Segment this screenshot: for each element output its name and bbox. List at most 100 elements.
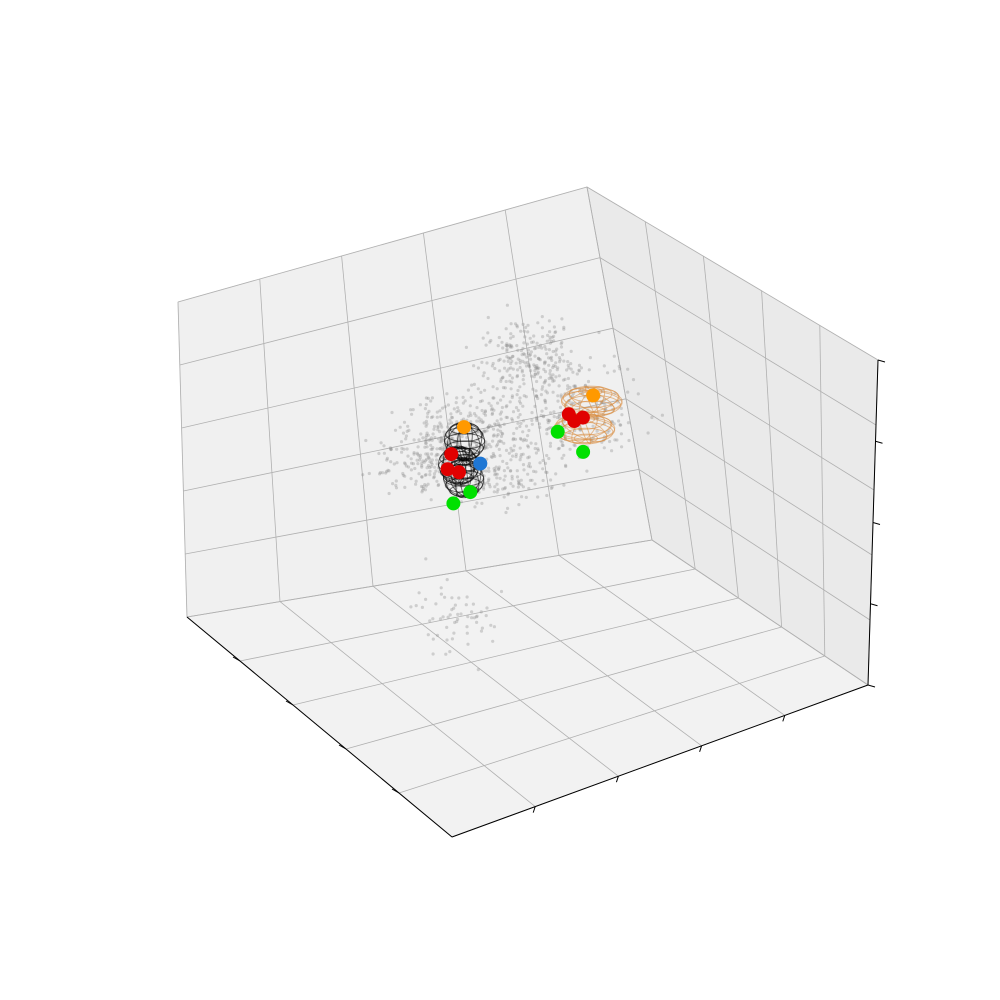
cloud-point (553, 330, 557, 335)
cloud-point (401, 473, 405, 477)
grid-line (239, 568, 696, 662)
cloud-point (489, 338, 493, 343)
cloud-point (536, 321, 540, 325)
cloud-point (491, 361, 495, 366)
cloud-point (508, 373, 512, 377)
cloud-point (558, 358, 562, 362)
cloud-point (405, 447, 409, 451)
cloud-point (549, 478, 553, 482)
cloud-point (445, 578, 449, 582)
z-tick (875, 440, 883, 444)
cloud-point (563, 377, 567, 381)
cloud-point (547, 456, 551, 461)
cloud-point (495, 434, 499, 438)
cloud-point (423, 407, 427, 411)
cloud-point (442, 447, 446, 451)
cloud-point (475, 406, 479, 410)
cloud-point (423, 459, 428, 463)
cloud-point (535, 417, 539, 421)
cloud-point (409, 408, 413, 412)
cloud-point (436, 424, 440, 428)
cloud-point (472, 364, 476, 368)
cloud-point (545, 339, 549, 343)
cloud-point (502, 422, 506, 426)
cloud-point (529, 350, 534, 354)
cloud-point (587, 368, 591, 372)
grid-line (465, 570, 702, 747)
cloud-point (518, 385, 522, 389)
cloud-point (543, 399, 547, 403)
cloud-point (509, 387, 513, 391)
cloud-point (496, 442, 500, 446)
cloud-point (556, 366, 560, 370)
cloud-point (387, 491, 391, 496)
cloud-point (429, 436, 434, 440)
cloud-point (434, 602, 438, 606)
cloud-point (510, 449, 514, 453)
cloud-point (525, 355, 529, 359)
cloud-point (486, 425, 490, 429)
cloud-point (560, 443, 564, 447)
cloud-point (499, 434, 504, 438)
cloud-point (619, 432, 624, 436)
cloud-point (548, 441, 553, 445)
cloud-point (530, 340, 534, 344)
cloud-point (538, 358, 542, 362)
cloud-point (488, 340, 492, 344)
cloud-point (485, 446, 489, 450)
cloud-point (510, 345, 514, 349)
cloud-point (500, 431, 504, 435)
cloud-point (505, 415, 509, 420)
cloud-point (433, 465, 437, 469)
cloud-point (510, 418, 515, 422)
cloud-point (464, 603, 468, 607)
cloud-point (487, 423, 492, 427)
cloud-point (486, 425, 490, 429)
cloud-point (595, 429, 599, 433)
cloud-point (516, 368, 520, 372)
cloud-point (528, 465, 533, 469)
cloud-point (498, 425, 503, 429)
cloud-point (524, 438, 529, 442)
cloud-point (514, 361, 518, 365)
cloud-point (505, 344, 509, 348)
cloud-point (548, 338, 552, 342)
cloud-point (514, 455, 518, 459)
cloud-point (448, 418, 452, 422)
cloud-point (499, 398, 503, 402)
cloud-point (531, 340, 536, 344)
cloud-point (542, 367, 546, 371)
cloud-point (555, 415, 559, 420)
cloud-point (465, 625, 469, 629)
z-tick (872, 522, 881, 525)
cloud-point (551, 379, 555, 383)
cloud-point (551, 390, 555, 394)
cloud-point (516, 408, 520, 412)
cloud-point (546, 333, 550, 337)
cloud-point (535, 367, 539, 371)
cloud-point (479, 629, 484, 633)
cloud-point (569, 367, 573, 371)
cloud-point (438, 447, 442, 451)
cloud-point (517, 399, 522, 403)
cloud-point (525, 360, 530, 365)
ellipsoid-longitude (582, 417, 608, 442)
cloud-point (515, 374, 520, 378)
cloud-point (385, 458, 389, 462)
cloud-point (411, 462, 415, 466)
cloud-point (498, 412, 502, 416)
cloud-point (470, 616, 474, 620)
cloud-point (491, 427, 496, 431)
cloud-point (544, 470, 548, 474)
cloud-point (415, 458, 419, 462)
grid-line (179, 257, 601, 366)
cloud-point (486, 315, 490, 320)
cloud-point (495, 476, 499, 480)
cloud-point (519, 455, 523, 459)
y-tick (232, 656, 241, 662)
cloud-point (585, 469, 589, 473)
cloud-point (428, 465, 432, 470)
cloud-point (493, 422, 497, 426)
keypoint-marker (463, 485, 478, 500)
cloud-point (438, 421, 442, 425)
